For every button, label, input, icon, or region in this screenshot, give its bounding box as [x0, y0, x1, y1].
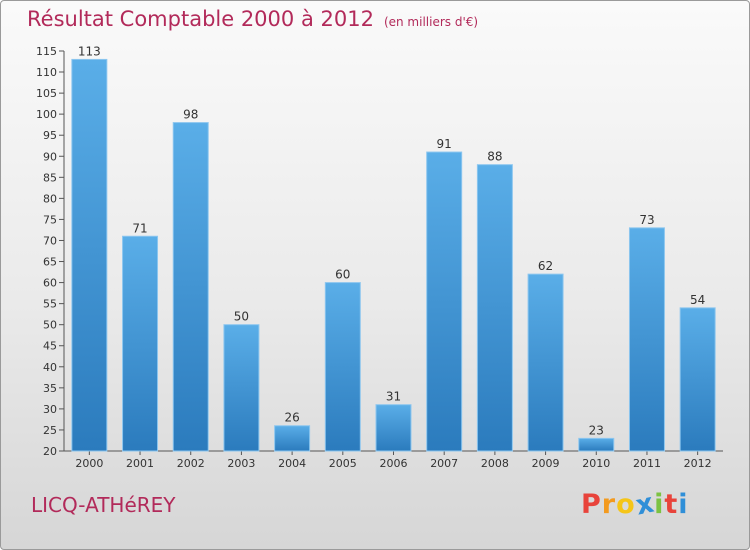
- y-tick-label: 80: [43, 192, 57, 205]
- y-tick-label: 105: [36, 87, 57, 100]
- bar-2006: [375, 404, 412, 452]
- chart-title-text: Résultat Comptable 2000 à 2012: [27, 7, 374, 31]
- logo-letter: P: [581, 489, 602, 520]
- data-label-2005: 60: [335, 268, 350, 282]
- y-tick-label: 20: [43, 445, 57, 458]
- x-tick-label-2011: 2011: [633, 457, 661, 470]
- x-tick-label-2002: 2002: [177, 457, 205, 470]
- data-label-2012: 54: [690, 293, 705, 307]
- y-tick-label: 45: [43, 340, 57, 353]
- y-tick-label: 75: [43, 213, 57, 226]
- data-label-2010: 23: [589, 423, 604, 437]
- data-label-2008: 88: [487, 150, 502, 164]
- bar-2000: [71, 58, 108, 452]
- logo-letter: i: [678, 489, 689, 520]
- y-tick-label: 95: [43, 129, 57, 142]
- y-tick-label: 55: [43, 298, 57, 311]
- x-tick-label-2008: 2008: [481, 457, 509, 470]
- data-label-2004: 26: [284, 411, 299, 425]
- bar-2007: [426, 151, 463, 452]
- data-label-2002: 98: [183, 108, 198, 122]
- y-tick-label: 25: [43, 424, 57, 437]
- x-tick-label-2003: 2003: [227, 457, 255, 470]
- bar-2003: [223, 324, 260, 452]
- data-label-2001: 71: [132, 221, 147, 235]
- x-tick-label-2009: 2009: [532, 457, 560, 470]
- bar-2002: [172, 122, 209, 452]
- data-label-2003: 50: [234, 310, 249, 324]
- bar-2011: [628, 227, 665, 452]
- proxiti-logo[interactable]: Proxiti: [581, 487, 689, 521]
- logo-letter: r: [601, 489, 617, 520]
- data-label-2000: 113: [78, 44, 101, 58]
- x-tick-label-2007: 2007: [430, 457, 458, 470]
- x-tick-label-2001: 2001: [126, 457, 154, 470]
- data-label-2006: 31: [386, 390, 401, 404]
- data-label-2009: 62: [538, 259, 553, 273]
- data-label-2007: 91: [437, 137, 452, 151]
- logo-letter: i: [654, 489, 665, 520]
- bar-2008: [476, 164, 513, 452]
- x-tick-label-2010: 2010: [582, 457, 610, 470]
- x-axis: 2000 2001 2002 2003 2004 2005 2006 2007 2008 2009…: [64, 450, 723, 470]
- chart-title: Résultat Comptable 2000 à 2012 (en millie…: [27, 7, 478, 31]
- city-name: LICQ-ATHéREY: [31, 493, 176, 517]
- y-tick-label: 115: [36, 45, 57, 58]
- logo-letter: o: [616, 489, 636, 520]
- y-axis: 20 25 30 35 40 45 50 55 60 65 70 75 80 85 90 95 100 105 11…: [36, 45, 65, 458]
- chart-subtitle: (en milliers d'€): [383, 15, 479, 29]
- y-tick-label: 90: [43, 150, 57, 163]
- y-tick-label: 70: [43, 234, 57, 247]
- bar-2012: [679, 307, 716, 452]
- bar-2010: [578, 437, 615, 452]
- y-tick-label: 30: [43, 403, 57, 416]
- bar-2009: [527, 273, 564, 452]
- x-tick-label-2012: 2012: [684, 457, 712, 470]
- logo-letter: t: [664, 489, 679, 520]
- x-tick-label-2006: 2006: [380, 457, 408, 470]
- bar-2001: [122, 235, 159, 452]
- y-tick-label: 40: [43, 361, 57, 374]
- x-tick-label-2005: 2005: [329, 457, 357, 470]
- y-tick-label: 35: [43, 382, 57, 395]
- bar-2005: [324, 282, 361, 452]
- x-tick-label-2000: 2000: [75, 457, 103, 470]
- y-tick-label: 85: [43, 171, 57, 184]
- data-label-2011: 73: [639, 213, 654, 227]
- y-tick-label: 50: [43, 319, 57, 332]
- y-tick-label: 60: [43, 277, 57, 290]
- bars: 113 71 98 50 26 60 31 91 88 62 23 73 54: [71, 44, 716, 452]
- bar-2004: [274, 425, 311, 452]
- y-tick-label: 110: [36, 66, 57, 79]
- y-tick-label: 65: [43, 256, 57, 269]
- x-tick-label-2004: 2004: [278, 457, 306, 470]
- y-tick-label: 100: [36, 108, 57, 121]
